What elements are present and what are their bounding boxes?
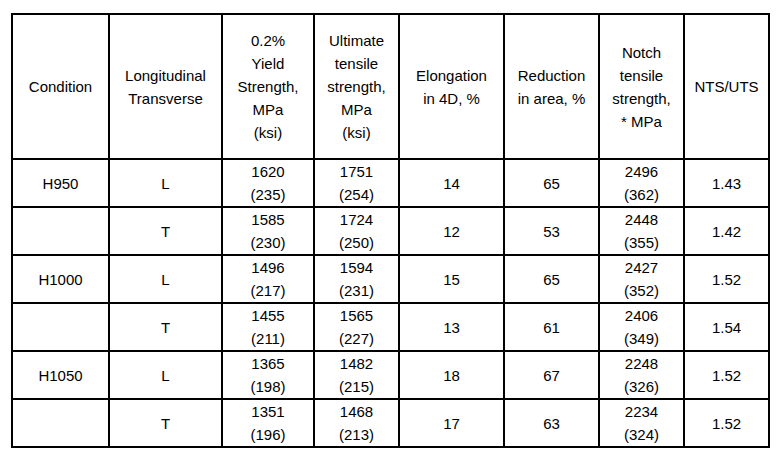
cell-elongation: 18 (399, 351, 504, 399)
cell-reduction-area: 53 (504, 207, 599, 255)
cell-nts-uts: 1.52 (684, 399, 769, 447)
table-row: H1000 L 1496 (217) 1594 (231) 15 65 2427… (12, 255, 769, 303)
cell-reduction-area: 65 (504, 255, 599, 303)
cell-reduction-area: 61 (504, 303, 599, 351)
cell-yield-strength: 1455 (211) (222, 303, 314, 351)
cell-ultimate-tensile: 1468 (213) (314, 399, 399, 447)
cell-nts-uts: 1.54 (684, 303, 769, 351)
cell-elongation: 12 (399, 207, 504, 255)
cell-condition (12, 303, 109, 351)
cell-condition (12, 207, 109, 255)
cell-nts-uts: 1.52 (684, 255, 769, 303)
cell-elongation: 15 (399, 255, 504, 303)
cell-yield-strength: 1585 (230) (222, 207, 314, 255)
header-cell-orientation: Longitudinal Transverse (109, 14, 222, 159)
cell-orientation: T (109, 207, 222, 255)
cell-nts-uts: 1.42 (684, 207, 769, 255)
header-cell-yield-strength: 0.2% Yield Strength, MPa (ksi) (222, 14, 314, 159)
cell-yield-strength: 1496 (217) (222, 255, 314, 303)
document-page: Condition Longitudinal Transverse 0.2% Y… (0, 0, 782, 453)
table-row: T 1585 (230) 1724 (250) 12 53 2448 (355)… (12, 207, 769, 255)
cell-yield-strength: 1351 (196) (222, 399, 314, 447)
cell-yield-strength: 1365 (198) (222, 351, 314, 399)
table-row: T 1455 (211) 1565 (227) 13 61 2406 (349)… (12, 303, 769, 351)
cell-condition: H1050 (12, 351, 109, 399)
cell-nts-uts: 1.52 (684, 351, 769, 399)
cell-nts-uts: 1.43 (684, 159, 769, 207)
cell-notch-tensile: 2448 (355) (599, 207, 684, 255)
cell-notch-tensile: 2406 (349) (599, 303, 684, 351)
cell-condition: H1000 (12, 255, 109, 303)
header-cell-nts-uts: NTS/UTS (684, 14, 769, 159)
cell-ultimate-tensile: 1751 (254) (314, 159, 399, 207)
cell-ultimate-tensile: 1565 (227) (314, 303, 399, 351)
cell-ultimate-tensile: 1724 (250) (314, 207, 399, 255)
table-row: H1050 L 1365 (198) 1482 (215) 18 67 2248… (12, 351, 769, 399)
table-row: T 1351 (196) 1468 (213) 17 63 2234 (324)… (12, 399, 769, 447)
material-properties-table: Condition Longitudinal Transverse 0.2% Y… (11, 13, 770, 448)
cell-yield-strength: 1620 (235) (222, 159, 314, 207)
cell-notch-tensile: 2248 (326) (599, 351, 684, 399)
cell-ultimate-tensile: 1594 (231) (314, 255, 399, 303)
table-row: H950 L 1620 (235) 1751 (254) 14 65 2496 … (12, 159, 769, 207)
header-cell-condition: Condition (12, 14, 109, 159)
cell-reduction-area: 65 (504, 159, 599, 207)
cell-orientation: T (109, 303, 222, 351)
cell-orientation: L (109, 351, 222, 399)
cell-elongation: 13 (399, 303, 504, 351)
cell-notch-tensile: 2234 (324) (599, 399, 684, 447)
header-cell-reduction-area: Reduction in area, % (504, 14, 599, 159)
cell-notch-tensile: 2427 (352) (599, 255, 684, 303)
cell-reduction-area: 63 (504, 399, 599, 447)
cell-condition (12, 399, 109, 447)
header-cell-ultimate-tensile: Ultimate tensile strength, MPa (ksi) (314, 14, 399, 159)
cell-ultimate-tensile: 1482 (215) (314, 351, 399, 399)
cell-elongation: 17 (399, 399, 504, 447)
cell-condition: H950 (12, 159, 109, 207)
cell-notch-tensile: 2496 (362) (599, 159, 684, 207)
cell-orientation: L (109, 159, 222, 207)
header-cell-elongation: Elongation in 4D, % (399, 14, 504, 159)
cell-orientation: T (109, 399, 222, 447)
cell-elongation: 14 (399, 159, 504, 207)
table-header-row: Condition Longitudinal Transverse 0.2% Y… (12, 14, 769, 159)
cell-orientation: L (109, 255, 222, 303)
cell-reduction-area: 67 (504, 351, 599, 399)
header-cell-notch-tensile: Notch tensile strength, * MPa (599, 14, 684, 159)
